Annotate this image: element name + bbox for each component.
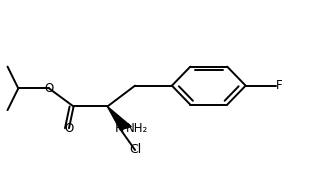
Text: O: O — [64, 122, 73, 135]
Text: Cl: Cl — [129, 144, 141, 156]
Polygon shape — [107, 107, 131, 130]
Text: NH₂: NH₂ — [126, 122, 148, 135]
Text: O: O — [44, 82, 54, 95]
Text: H: H — [115, 122, 124, 135]
Text: F: F — [276, 79, 283, 92]
